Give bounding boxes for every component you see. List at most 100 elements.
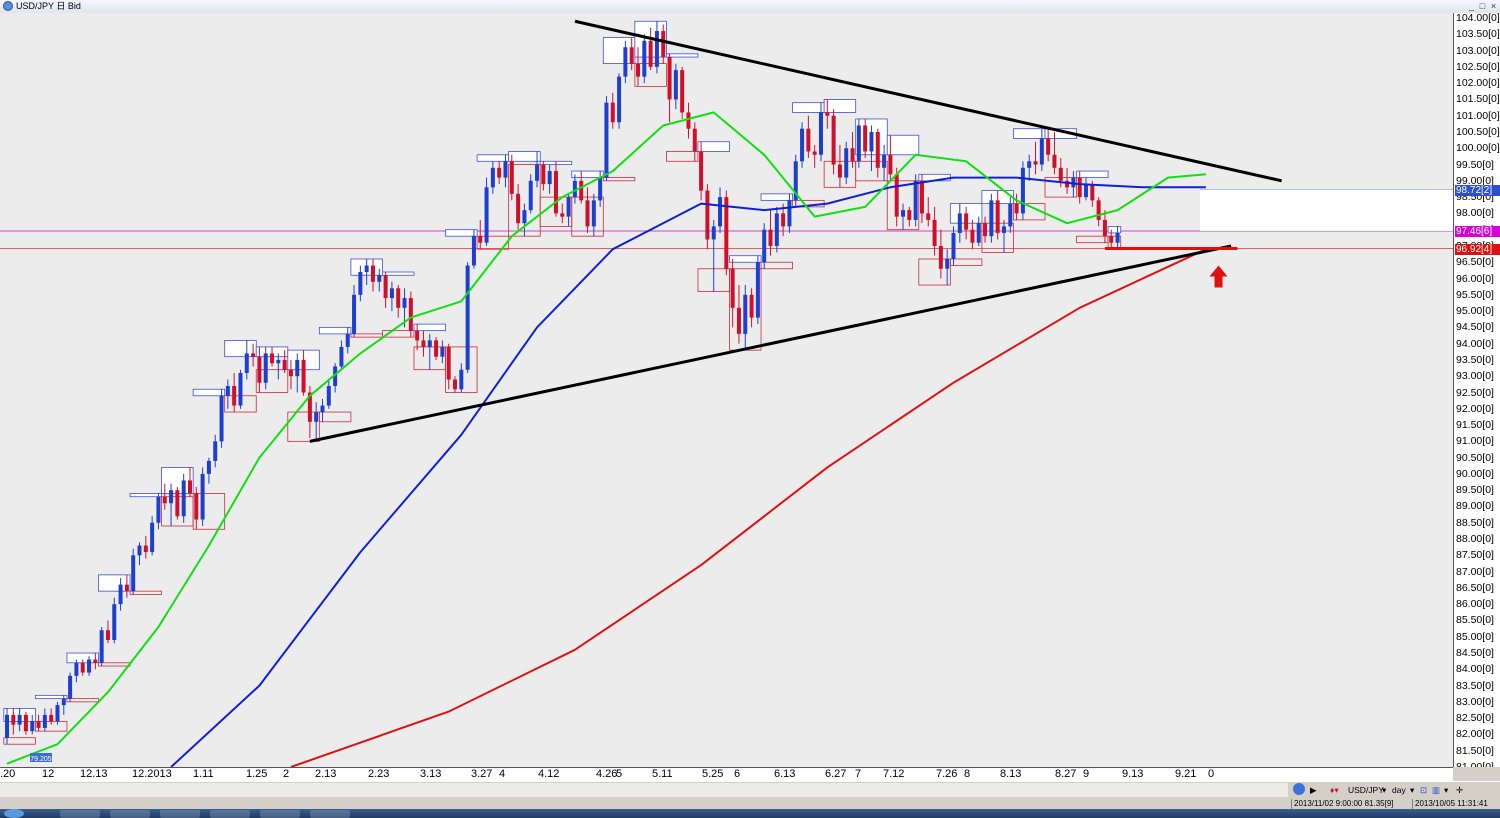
candle-body — [730, 268, 735, 308]
taskbar-item[interactable] — [210, 810, 250, 818]
weekly-range-box — [318, 326, 352, 335]
candle-body — [389, 288, 394, 299]
price-tick-label: 89.00[0] — [1456, 500, 1494, 513]
candle-body — [124, 584, 129, 592]
candle-body — [945, 258, 950, 269]
zoom-icon[interactable]: ⊡ — [1420, 785, 1428, 795]
price-tick-label: 85.00[0] — [1456, 630, 1494, 643]
candle-body — [1102, 219, 1107, 237]
weekly-range-box — [1013, 203, 1046, 221]
candle-body — [307, 392, 312, 422]
candle-body — [143, 545, 148, 553]
symbol-select[interactable]: USD/JPY — [1348, 785, 1384, 795]
candle-body — [1008, 203, 1013, 227]
candle-body — [36, 721, 41, 728]
candle-body — [503, 161, 508, 178]
candlestick-chart[interactable]: 79.205 — [0, 13, 1453, 767]
candle-body — [213, 441, 218, 461]
weekly-range-box — [886, 134, 920, 156]
candle-body — [74, 662, 79, 676]
date-tick-label: 2 — [283, 768, 290, 780]
weekly-range-box — [665, 151, 699, 162]
candle-body — [598, 177, 603, 201]
price-tick-label: 104.00[0] — [1456, 13, 1500, 24]
candle-body — [465, 265, 470, 370]
taskbar-item[interactable] — [310, 810, 350, 818]
candle-body — [749, 294, 754, 318]
candle-body — [629, 47, 634, 64]
candle-body — [755, 262, 760, 318]
price-tick-label: 88.50[0] — [1456, 516, 1494, 529]
candle-body — [1065, 180, 1070, 188]
timeframe-dropdown-icon[interactable]: ▾ — [1410, 785, 1415, 795]
price-tick-label: 91.50[0] — [1456, 419, 1494, 432]
candle-body — [175, 490, 180, 517]
order-marker-icon[interactable]: ♦▾ — [1330, 785, 1339, 795]
price-axis: 104.00[0] 103.50[0] 103.00[0] 102.50[0] 102.… — [1453, 13, 1500, 767]
bar-chart-icon[interactable]: ▥ — [1432, 785, 1441, 795]
weekly-range-box — [34, 694, 68, 700]
candle-body — [509, 161, 514, 194]
candle-body — [112, 604, 117, 640]
weekly-range-box — [823, 99, 857, 113]
candle-body — [471, 236, 476, 266]
candle-body — [352, 294, 357, 334]
candle-body — [957, 213, 962, 233]
date-tick-label: 6 — [734, 768, 741, 780]
taskbar-item[interactable] — [260, 810, 300, 818]
maximize-icon[interactable]: □ — [1479, 1, 1486, 11]
candle-body — [516, 193, 521, 224]
globe-icon[interactable] — [1293, 783, 1305, 795]
candle-body — [370, 265, 375, 282]
start-button[interactable] — [4, 809, 24, 818]
chart-plot-area[interactable]: 79.205 — [0, 13, 1453, 767]
timeframe-select[interactable]: day — [1392, 785, 1406, 795]
candle-body — [314, 412, 319, 422]
candle-body — [459, 369, 464, 390]
price-tick-label: 81.50[0] — [1456, 744, 1494, 757]
weekly-range-box — [602, 37, 636, 64]
taskbar-item[interactable] — [160, 810, 200, 818]
minimize-icon[interactable]: _ — [1468, 1, 1474, 11]
date-tick-label: 6.27 — [825, 768, 847, 780]
candle-body — [1115, 232, 1120, 243]
taskbar-item[interactable] — [110, 810, 150, 818]
candle-body — [806, 128, 811, 152]
candle-body — [926, 213, 931, 220]
weekly-range-box — [382, 271, 415, 276]
price-tick-label: 102.50[0] — [1456, 60, 1500, 73]
candle-body — [200, 473, 205, 520]
candle-body — [718, 197, 723, 227]
candle-body — [623, 47, 628, 77]
price-tick-label: 95.00[0] — [1456, 305, 1494, 318]
weekly-range-box — [318, 411, 352, 423]
candle-body — [150, 522, 155, 553]
candle-body — [194, 493, 199, 520]
candle-body — [478, 236, 483, 243]
window-title: USD/JPY 日 Bid — [16, 1, 81, 11]
candle-body — [566, 197, 571, 217]
horizontal-scrollbar[interactable] — [0, 783, 1288, 797]
candle-body — [358, 272, 363, 295]
weekly-range-box — [918, 258, 951, 286]
price-tick-label: 100.50[0] — [1456, 125, 1500, 138]
candle-body — [1014, 203, 1019, 214]
candle-body — [99, 630, 104, 663]
play-icon[interactable]: ▶ — [1310, 785, 1317, 795]
symbol-dropdown-icon[interactable]: ▾ — [1382, 785, 1387, 795]
candle-body — [604, 102, 609, 178]
crosshair-icon[interactable]: ✛ — [1456, 785, 1464, 795]
price-tick-label: 91.00[0] — [1456, 435, 1494, 448]
date-tick-label: 3.13 — [420, 768, 442, 780]
candle-body — [894, 174, 899, 217]
candle-body — [383, 275, 388, 299]
taskbar-item[interactable] — [60, 810, 100, 818]
weekly-range-box — [571, 170, 604, 178]
period-dropdown-icon[interactable]: ▾ — [1444, 785, 1449, 795]
price-flag — [30, 753, 52, 762]
candle-body — [244, 353, 249, 373]
candle-body — [206, 460, 211, 474]
date-tick-label: 12.2013 — [132, 768, 172, 780]
close-icon[interactable]: × — [1490, 1, 1497, 11]
price-tick-label: 83.50[0] — [1456, 679, 1494, 692]
